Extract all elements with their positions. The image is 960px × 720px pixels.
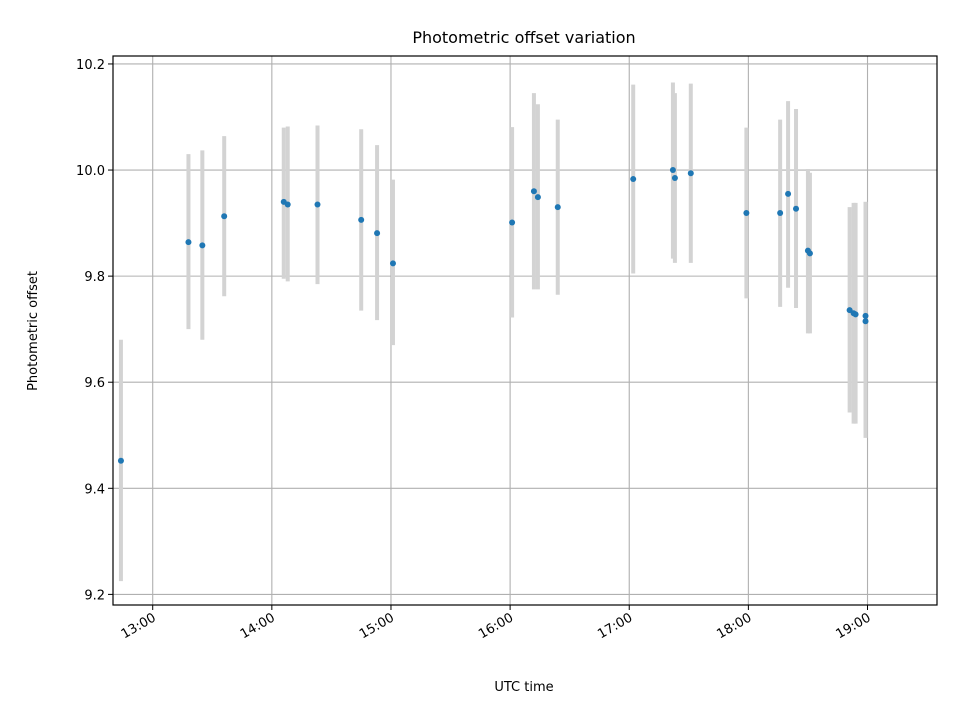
y-tick-label: 9.2: [84, 588, 105, 603]
chart-title: Photometric offset variation: [412, 28, 635, 47]
x-axis-label: UTC time: [494, 680, 553, 695]
data-point: [374, 230, 381, 237]
data-point: [117, 457, 124, 464]
data-point: [630, 176, 637, 183]
data-point: [534, 194, 541, 201]
data-point: [743, 210, 750, 217]
data-point: [389, 260, 396, 267]
y-tick-label: 9.4: [84, 482, 105, 497]
data-point: [777, 210, 784, 217]
data-point: [793, 205, 800, 212]
data-point: [852, 311, 859, 318]
y-tick-label: 9.8: [84, 270, 105, 285]
data-point: [358, 216, 365, 223]
data-point: [554, 204, 561, 211]
data-point: [862, 312, 869, 319]
data-point: [687, 170, 694, 177]
y-tick-label: 10.2: [76, 58, 105, 73]
data-point: [669, 167, 676, 174]
y-tick-label: 10.0: [76, 164, 105, 179]
data-point: [862, 318, 869, 325]
y-tick-label: 9.6: [84, 376, 105, 391]
data-point: [530, 188, 537, 195]
data-point: [671, 175, 678, 181]
plot-frame: [112, 55, 938, 606]
data-points: [117, 167, 869, 464]
data-point: [785, 190, 792, 197]
data-point: [185, 239, 192, 246]
data-point: [509, 219, 516, 226]
data-point: [221, 213, 228, 220]
data-point: [199, 242, 206, 249]
data-point: [284, 201, 291, 208]
data-point: [806, 250, 813, 257]
y-axis-ticks: 9.2 9.4 9.6 9.8 10.0 10.2: [76, 58, 113, 603]
y-axis-label: Photometric offset: [26, 271, 41, 391]
data-point: [314, 201, 321, 208]
